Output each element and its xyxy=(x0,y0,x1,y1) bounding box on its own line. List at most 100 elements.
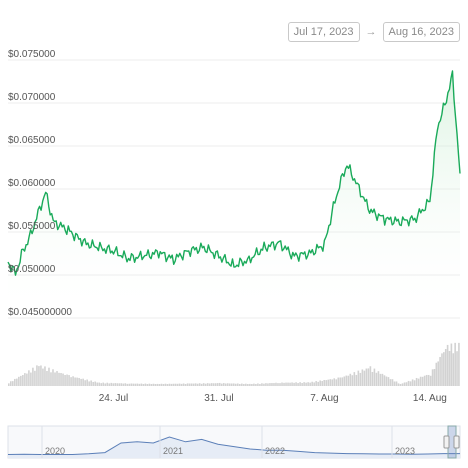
volume-bar xyxy=(239,383,241,386)
volume-bar xyxy=(156,383,159,386)
volume-bar xyxy=(78,377,80,386)
volume-bar xyxy=(100,383,103,386)
x-tick-label: 14. Aug xyxy=(413,393,447,404)
volume-bar xyxy=(351,375,354,386)
volume-bar xyxy=(132,383,135,386)
volume-bar xyxy=(56,371,58,386)
volume-bar xyxy=(237,383,239,386)
volume-bar xyxy=(136,383,139,386)
volume-bar xyxy=(158,384,161,386)
volume-bar xyxy=(255,384,257,386)
volume-bar xyxy=(269,383,271,386)
volume-bar xyxy=(198,383,201,386)
volume-bar xyxy=(437,361,439,386)
volume-bar xyxy=(212,383,215,386)
volume-bar xyxy=(305,382,307,386)
volume-bar xyxy=(124,383,127,386)
volume-bar xyxy=(108,383,111,386)
x-tick-label: 24. Jul xyxy=(99,393,128,404)
volume-bar xyxy=(409,381,412,386)
volume-bar xyxy=(249,383,251,386)
start-date-field[interactable]: Jul 17, 2023 xyxy=(287,22,360,42)
volume-bar xyxy=(18,376,20,386)
volume-bar xyxy=(452,353,455,386)
volume-bar xyxy=(385,376,388,386)
date-range-picker: Jul 17, 2023 → Aug 16, 2023 xyxy=(287,22,460,42)
volume-bar xyxy=(92,381,94,386)
volume-bar xyxy=(417,378,420,386)
volume-bar xyxy=(363,370,366,386)
volume-bar xyxy=(317,381,319,386)
volume-bar xyxy=(138,383,141,386)
volume-bar xyxy=(293,382,295,386)
volume-bar xyxy=(441,353,443,386)
volume-bar xyxy=(458,342,460,386)
volume-bar xyxy=(168,383,171,386)
volume-bar xyxy=(287,382,289,386)
y-tick-label: $0.075000 xyxy=(8,49,56,60)
volume-bar xyxy=(10,381,12,386)
volume-bar xyxy=(359,372,362,386)
volume-bar xyxy=(106,382,109,386)
volume-bar xyxy=(210,383,213,386)
volume-bar xyxy=(353,372,356,386)
volume-bar xyxy=(172,383,175,386)
volume-bar xyxy=(68,375,70,386)
volume-bar xyxy=(241,383,243,386)
volume-bar xyxy=(289,382,291,386)
volume-bar xyxy=(114,383,117,386)
volume-bar xyxy=(375,372,378,386)
volume-bar xyxy=(397,383,400,386)
volume-bar xyxy=(32,367,34,386)
end-date-field[interactable]: Aug 16, 2023 xyxy=(382,22,460,42)
volume-bar xyxy=(46,370,48,386)
volume-bar xyxy=(297,383,299,386)
navigator-handle[interactable] xyxy=(443,435,450,449)
navigator-handle[interactable] xyxy=(453,435,460,449)
volume-bar xyxy=(202,383,205,386)
volume-bar xyxy=(58,372,60,386)
volume-bar xyxy=(413,380,416,386)
volume-bar xyxy=(379,373,382,386)
volume-bar xyxy=(20,375,22,386)
volume-bar xyxy=(122,383,125,386)
volume-bar xyxy=(443,352,445,386)
volume-bar xyxy=(261,383,263,386)
x-tick-label: 31. Jul xyxy=(204,393,233,404)
volume-bar xyxy=(160,383,163,386)
volume-bar xyxy=(319,380,321,386)
volume-bar xyxy=(427,374,430,386)
volume-bar xyxy=(146,384,149,386)
volume-bar xyxy=(140,383,143,386)
volume-bar xyxy=(389,379,392,386)
volume-bar xyxy=(94,381,96,386)
volume-bar xyxy=(361,369,364,386)
volume-bar xyxy=(126,383,129,386)
volume-bar xyxy=(253,383,255,386)
volume-bar xyxy=(303,382,305,386)
price-area xyxy=(7,70,461,319)
volume-bar xyxy=(188,383,191,386)
volume-bar xyxy=(142,384,145,386)
y-tick-label: $0.050000 xyxy=(8,264,56,275)
volume-bar xyxy=(118,383,121,386)
volume-bar xyxy=(52,369,54,386)
volume-bar xyxy=(54,372,56,386)
volume-bar xyxy=(204,383,207,386)
y-tick-label: $0.060000 xyxy=(8,178,56,189)
volume-bar xyxy=(24,373,26,386)
volume-bar xyxy=(337,377,340,386)
volume-bar xyxy=(40,365,42,386)
navigator-year-label: 2020 xyxy=(45,446,65,456)
volume-bar xyxy=(285,382,287,386)
y-tick-label: $0.045000000 xyxy=(8,307,72,318)
volume-bar xyxy=(311,381,313,386)
volume-bar xyxy=(387,377,390,386)
volume-bar xyxy=(96,382,98,386)
volume-bar xyxy=(62,373,64,386)
volume-bar xyxy=(395,381,398,386)
navigator[interactable]: 2020 2021 2022 2023 xyxy=(7,425,461,459)
volume-bar xyxy=(347,375,350,386)
volume-bar xyxy=(148,383,151,386)
